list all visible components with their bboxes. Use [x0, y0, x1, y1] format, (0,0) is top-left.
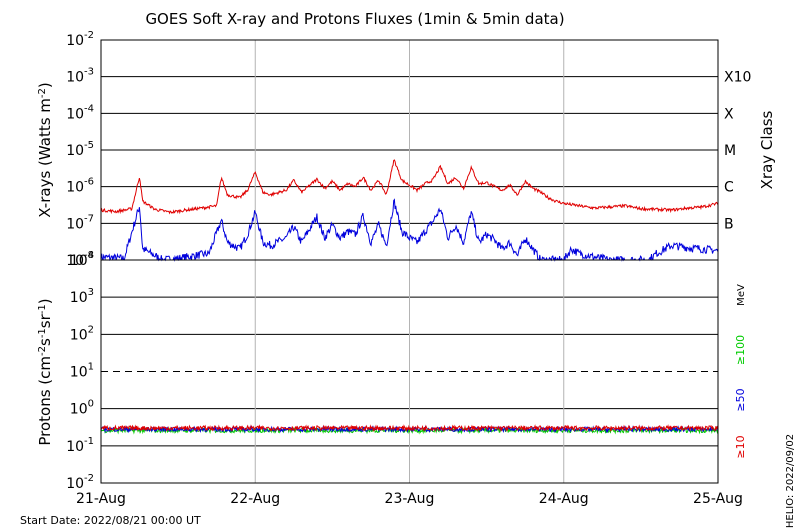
xray-y-tick-label: 10-8: [66, 250, 94, 269]
xray-day-lines: [254, 40, 565, 260]
xray-y-tick-label-exp: -3: [84, 67, 94, 78]
xray-y-tick-label: 10-6: [66, 177, 94, 196]
xray-y-tick-label-exp: -2: [84, 30, 94, 41]
proton-y-tick-label-base: 10: [66, 439, 84, 455]
xray-class-label: M: [724, 143, 736, 159]
xray-y-tick-label: 10-2: [66, 30, 94, 49]
legend-p50: ≥50: [734, 388, 747, 411]
proton-y-tick-label-exp: -1: [84, 436, 94, 447]
xray-y-tick-label-exp: -8: [84, 250, 94, 261]
proton-y-tick-label-exp: 3: [88, 287, 94, 298]
proton-ylabel-mid1: s: [36, 338, 54, 346]
proton-ylabel-sup3: -1: [37, 304, 48, 314]
xray-class-label: B: [724, 216, 734, 232]
xray-y-tick-label-exp: -4: [84, 103, 94, 114]
x-tick-label: 21-Aug: [76, 491, 126, 507]
xray-class-label: X: [724, 106, 734, 122]
proton-y-tick-label: 10-2: [66, 473, 94, 492]
xray-y-tick-label: 10-7: [66, 213, 94, 232]
xray-y-tick-label-exp: -5: [84, 140, 94, 151]
xray-y-tick-label: 10-4: [66, 103, 94, 122]
proton-y-tick-label: 104: [70, 250, 94, 269]
x-tick-label: 23-Aug: [385, 491, 435, 507]
chart-title: GOES Soft X-ray and Protons Fluxes (1min…: [145, 10, 564, 28]
proton-y-tick-label-exp: 1: [88, 362, 94, 373]
proton-y-tick-label-base: 10: [70, 327, 88, 343]
energy-unit-label: MeV: [736, 284, 747, 306]
proton-ylabel-main: Protons (cm: [36, 356, 54, 446]
helio-credit-label: HELIO: 2022/09/02: [785, 434, 796, 528]
x-tick-label: 22-Aug: [230, 491, 280, 507]
xray-y-tick-label-base: 10: [66, 253, 84, 269]
proton-y-tick-label-exp: -2: [84, 473, 94, 484]
proton-y-tick-label-exp: 4: [88, 250, 94, 261]
proton-y-tick-label: 10-1: [66, 436, 94, 455]
xray-class-label: C: [724, 180, 734, 196]
xray-y-axis-label: X-rays (Watts m-2): [36, 82, 54, 217]
proton-y-tick-label-exp: 2: [88, 324, 94, 335]
xray-y-tick-labels: 10-210-310-410-510-610-710-8: [66, 30, 94, 269]
xray-ylabel-main: X-rays (Watts m: [36, 98, 54, 218]
xray-y-tick-label-base: 10: [66, 106, 84, 122]
proton-y-tick-label: 102: [70, 324, 94, 343]
xray-y-tick-label: 10-3: [66, 67, 94, 86]
xray-y-tick-label-base: 10: [66, 70, 84, 86]
xray-ylabel-sup: -2: [37, 88, 48, 98]
xray-class-label: X10: [724, 70, 751, 86]
proton-y-tick-label-base: 10: [70, 402, 88, 418]
proton-y-tick-label-base: 10: [66, 476, 84, 492]
proton-ylabel-sup2: -1: [37, 328, 48, 338]
proton-y-tick-label: 100: [70, 399, 94, 418]
xray-y-tick-label-base: 10: [66, 143, 84, 159]
proton-frame: [100, 259, 719, 484]
x-tick-label: 25-Aug: [693, 491, 743, 507]
proton-ylabel-mid2: sr: [36, 313, 54, 328]
xray-y-tick-label: 10-5: [66, 140, 94, 159]
proton-y-tick-label-base: 10: [70, 290, 88, 306]
proton-day-lines: [254, 260, 565, 483]
x-tick-label: 24-Aug: [539, 491, 589, 507]
xray-class-labels: X10 X M C B: [724, 70, 751, 233]
legend-p100: ≥100: [734, 335, 747, 365]
proton-series-p10: [100, 424, 719, 433]
start-date-label: Start Date: 2022/08/21 00:00 UT: [20, 514, 201, 527]
xray-ylabel-close: ): [36, 82, 54, 88]
xray-y-tick-label-base: 10: [66, 33, 84, 49]
proton-ylabel-close: ): [36, 298, 54, 304]
proton-y-tick-label-exp: 0: [88, 399, 94, 410]
x-axis-tick-labels: 21-Aug 22-Aug 23-Aug 24-Aug 25-Aug: [76, 491, 743, 507]
xray-y-tick-label-base: 10: [66, 180, 84, 196]
xray-y-tick-label-base: 10: [66, 216, 84, 232]
proton-y-tick-label-base: 10: [70, 365, 88, 381]
xray-class-axis-label: Xray Class: [758, 110, 776, 189]
proton-y-tick-label-base: 10: [70, 253, 88, 269]
xray-y-tick-label-exp: -7: [84, 213, 94, 224]
proton-series-group: [100, 424, 719, 435]
xray-y-tick-label-exp: -6: [84, 177, 94, 188]
proton-ylabel-sup1: -2: [37, 346, 48, 356]
proton-y-tick-label: 101: [70, 362, 94, 381]
proton-y-tick-label: 103: [70, 287, 94, 306]
proton-y-axis-label: Protons (cm-2s-1sr-1): [36, 298, 54, 445]
xray-long-series: [100, 159, 719, 215]
legend-p10: ≥10: [734, 435, 747, 458]
